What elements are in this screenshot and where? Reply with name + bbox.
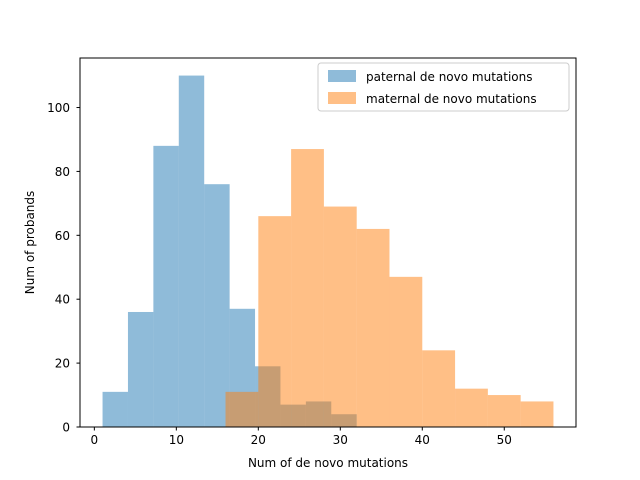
histogram-bar xyxy=(127,311,154,427)
histogram-bar xyxy=(204,184,230,427)
y-tick-label: 40 xyxy=(55,293,70,307)
histogram-bar xyxy=(487,395,521,427)
x-axis-label: Num of de novo mutations xyxy=(248,456,408,470)
y-tick-label: 60 xyxy=(55,229,70,243)
x-tick-label: 30 xyxy=(333,433,348,447)
histogram-bar xyxy=(389,276,423,427)
series-1-bars xyxy=(225,149,554,427)
x-tick-label: 20 xyxy=(251,433,266,447)
histogram-bar xyxy=(422,350,456,427)
y-tick-label: 100 xyxy=(47,101,70,115)
x-tick-label: 50 xyxy=(497,433,512,447)
histogram-bar xyxy=(356,228,390,427)
legend-entry-label: paternal de novo mutations xyxy=(366,70,533,84)
x-tick-label: 40 xyxy=(415,433,430,447)
histogram-bar xyxy=(102,391,128,427)
y-tick-label: 0 xyxy=(62,421,70,435)
axis-ticks: 0 10 20 30 40 50 0 20 40 60 80 100 xyxy=(47,101,512,447)
histogram-bar xyxy=(153,145,179,427)
histogram-bar xyxy=(520,401,554,427)
histogram-bar xyxy=(291,149,324,427)
legend-swatch xyxy=(328,92,356,104)
y-tick-label: 20 xyxy=(55,357,70,371)
y-axis-label: Num of probands xyxy=(23,191,37,295)
plot-area-frame xyxy=(79,57,577,428)
histogram-bar xyxy=(455,388,488,427)
x-tick-label: 0 xyxy=(91,433,99,447)
legend-box xyxy=(317,62,570,112)
x-tick-label: 10 xyxy=(169,433,184,447)
histogram-bar xyxy=(258,216,292,427)
histogram-bar xyxy=(225,391,259,427)
histogram-bar xyxy=(323,206,357,427)
legend-entry-label: maternal de novo mutations xyxy=(366,92,537,106)
histogram-bar xyxy=(178,75,205,428)
legend-swatch xyxy=(328,70,356,82)
y-tick-label: 80 xyxy=(55,165,70,179)
histogram-bars xyxy=(102,75,554,428)
legend: paternal de novo mutations maternal de no… xyxy=(317,62,570,112)
